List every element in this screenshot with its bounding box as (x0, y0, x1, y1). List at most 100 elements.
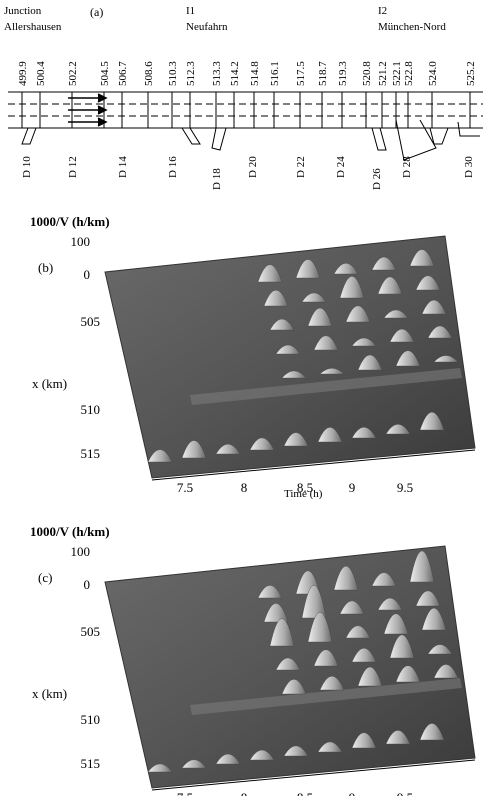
kilometer-label: 502.2 (67, 61, 79, 86)
peak (389, 634, 415, 659)
kilometer-label: 516.1 (269, 61, 281, 86)
peak (433, 664, 459, 679)
peak (389, 328, 415, 343)
surface-band (190, 368, 462, 405)
peak (419, 723, 445, 741)
peak (319, 368, 345, 375)
peak (281, 679, 307, 695)
peak (263, 603, 289, 623)
peak (395, 665, 421, 683)
peak (301, 292, 327, 303)
x-tick-label: 510 (81, 402, 101, 417)
time-tick-label: 8 (241, 480, 248, 495)
peak (339, 600, 365, 615)
axis-line (151, 759, 476, 791)
peak (383, 613, 409, 635)
peak (421, 608, 447, 631)
peak (283, 432, 309, 447)
kilometer-label: 520.8 (361, 61, 373, 86)
kilometer-label: 524.0 (427, 61, 439, 86)
peak (263, 289, 289, 307)
panel-label: (b) (38, 260, 53, 275)
junction-label: I2 (378, 5, 387, 17)
detector-label: D 14 (117, 156, 129, 178)
peak (371, 256, 397, 271)
time-tick-label: 8.5 (297, 480, 313, 495)
peak (257, 585, 283, 599)
surface (104, 235, 476, 479)
kilometer-label: 522.8 (403, 61, 415, 86)
peak (269, 618, 295, 647)
peak (319, 675, 345, 691)
peak (345, 625, 371, 639)
peak (147, 763, 173, 773)
detector-label: D 24 (335, 156, 347, 178)
kilometer-label: 499.9 (17, 61, 29, 86)
peak (427, 325, 453, 339)
peak (351, 732, 377, 749)
peak (385, 424, 411, 435)
z-axis-label: 1000/V (h/km) (30, 214, 110, 229)
x-tick-label: 515 (81, 446, 101, 461)
peak (313, 335, 339, 351)
peak (333, 566, 359, 591)
junction-label: Allershausen (4, 21, 62, 33)
surface-plot: 1000/V (h/km) (c) 100 0 505 510 515 x (km) 7.5 8 8… (30, 524, 476, 796)
time-tick-label: 8 (241, 790, 248, 796)
peak (269, 318, 295, 331)
kilometer-label: 517.5 (295, 61, 307, 86)
x-axis-label: x (km) (32, 686, 67, 701)
surface-band (190, 678, 462, 715)
detector-label: D 28 (401, 156, 413, 178)
peak (351, 647, 377, 663)
kilometer-label: 504.5 (99, 61, 111, 86)
z-tick-label: 100 (71, 234, 91, 249)
peak (317, 741, 343, 753)
z-tick-label: 0 (84, 577, 91, 592)
detector-label: D 10 (21, 156, 33, 178)
peak (357, 354, 383, 371)
z-tick-label: 0 (84, 267, 91, 282)
peak (301, 585, 327, 619)
peak (257, 264, 283, 283)
x-axis-label: x (km) (32, 376, 67, 391)
kilometer-label: 519.3 (337, 61, 349, 86)
peak (281, 370, 307, 379)
kilometer-label: 525.2 (465, 61, 477, 86)
peak (275, 657, 301, 671)
detector-label: D 12 (67, 156, 79, 178)
peak (351, 426, 377, 439)
time-tick-label: 7.5 (177, 790, 193, 796)
x-tick-label: 505 (81, 314, 101, 329)
peak (427, 644, 453, 655)
peak (409, 550, 435, 583)
panel-label: (a) (90, 5, 103, 19)
detector-label: D 20 (247, 156, 259, 178)
peak (313, 649, 339, 667)
x-tick-label: 515 (81, 756, 101, 771)
junction-label: Junction (4, 5, 42, 17)
kilometer-label: 518.7 (317, 61, 329, 86)
peak (249, 437, 275, 451)
kilometer-label: 500.4 (35, 61, 47, 86)
detector-label: D 18 (211, 168, 223, 190)
junction-label: Neufahrn (186, 21, 228, 33)
panel-label: (c) (38, 570, 52, 585)
time-tick-label: 9.5 (397, 790, 413, 796)
kilometer-label: 510.3 (167, 61, 179, 86)
peak (383, 309, 409, 319)
peak (295, 259, 321, 279)
peak (333, 263, 359, 275)
junction-label: I1 (186, 5, 195, 17)
peak (275, 344, 301, 355)
detector-label: D 26 (371, 168, 383, 190)
time-axis-label: Time (h) (284, 488, 323, 500)
peak (345, 305, 371, 323)
kilometer-label: 506.7 (117, 61, 129, 86)
time-tick-label: 8.5 (297, 790, 313, 796)
kilometer-label: 508.6 (143, 61, 155, 86)
peak (377, 597, 403, 611)
peak (395, 350, 421, 367)
peak (307, 307, 333, 327)
peak (351, 337, 377, 347)
